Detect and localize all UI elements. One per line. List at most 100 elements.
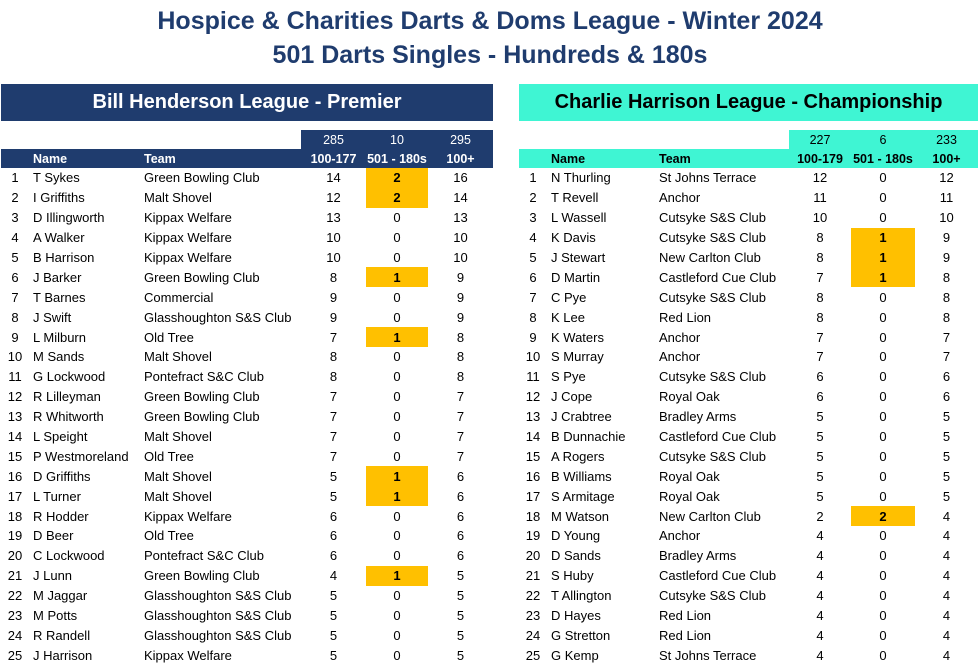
hundred-plus-cell: 10 xyxy=(453,250,468,265)
player-name-cell: A Walker xyxy=(33,230,85,246)
spacer-cell xyxy=(519,130,547,149)
table-row: 3 D Illingworth Kippax Welfare 13 0 13 xyxy=(1,208,493,228)
one-eighties-cell: 0 xyxy=(879,468,887,484)
team-cell: Kippax Welfare xyxy=(144,647,232,663)
hundreds-cell: 6 xyxy=(816,389,824,405)
team-cell: Green Bowling Club xyxy=(144,568,260,584)
position-cell: 17 xyxy=(7,488,23,504)
position-cell: 22 xyxy=(7,588,23,604)
table-row: 17 L Turner Malt Shovel 5 1 6 xyxy=(1,486,493,507)
table-row: 18 R Hodder Kippax Welfare 6 0 6 xyxy=(1,506,493,526)
one-eighties-cell: 0 xyxy=(393,369,401,385)
one-eighties-cell: 2 xyxy=(366,187,428,208)
table-row: 18 M Watson New Carlton Club 2 2 4 xyxy=(519,506,978,527)
hundreds-cell: 5 xyxy=(329,468,338,484)
table-row: 16 B Williams Royal Oak 5 0 5 xyxy=(519,466,978,486)
hundreds-cell: 8 xyxy=(329,349,338,365)
one-eighties-cell: 1 xyxy=(366,466,428,487)
team-cell: Cutsyke S&S Club xyxy=(659,289,766,305)
hundreds-cell: 5 xyxy=(329,488,338,504)
player-name-cell: B Williams xyxy=(551,468,612,484)
hundreds-cell: 6 xyxy=(329,548,338,564)
table-row: 13 R Whitworth Green Bowling Club 7 0 7 xyxy=(1,407,493,427)
hundred-plus-cell: 4 xyxy=(942,627,951,643)
player-name-cell: B Harrison xyxy=(33,250,95,265)
player-name-cell: L Turner xyxy=(33,488,81,504)
hundred-plus-cell: 10 xyxy=(453,230,468,246)
spacer-cell xyxy=(547,130,655,149)
team-cell: Castleford Cue Club xyxy=(659,429,777,445)
hundred-plus-cell: 5 xyxy=(942,468,951,484)
table-row: 1 T Sykes Green Bowling Club 14 2 16 xyxy=(1,168,493,188)
one-eighties-cell: 0 xyxy=(879,329,887,345)
hundreds-cell: 8 xyxy=(816,309,824,325)
pos-header xyxy=(1,149,29,168)
one-eighties-cell: 0 xyxy=(879,608,887,624)
one-eighties-cell: 0 xyxy=(393,528,401,544)
one-eighties-cell: 1 xyxy=(851,267,915,288)
position-cell: 6 xyxy=(11,269,19,285)
position-cell: 20 xyxy=(7,548,23,564)
player-name-cell: R Lilleyman xyxy=(33,389,101,405)
position-cell: 18 xyxy=(7,508,23,524)
position-cell: 9 xyxy=(11,329,19,345)
position-cell: 13 xyxy=(525,409,541,425)
position-cell: 20 xyxy=(525,548,541,564)
one-eighties-cell: 0 xyxy=(879,389,887,405)
total-100s: 285 xyxy=(301,130,366,149)
position-cell: 2 xyxy=(11,190,19,206)
position-cell: 25 xyxy=(525,647,541,663)
position-cell: 8 xyxy=(529,309,537,325)
team-cell: Glasshoughton S&S Club xyxy=(144,588,292,604)
position-cell: 7 xyxy=(11,289,19,305)
table-row: 25 G Kemp St Johns Terrace 4 0 4 xyxy=(519,645,978,665)
team-cell: Cutsyke S&S Club xyxy=(659,230,766,246)
team-cell: Kippax Welfare xyxy=(144,508,232,524)
hundreds-cell: 5 xyxy=(329,647,338,663)
player-name-cell: M Watson xyxy=(551,508,610,524)
hundred-plus-cell: 8 xyxy=(456,369,465,385)
premier-table: Name Team 100-177 501 - 180s 100+ 1 T Syk… xyxy=(1,149,493,665)
hundred-plus-cell: 7 xyxy=(456,429,465,445)
team-cell: Royal Oak xyxy=(659,488,720,504)
team-cell: New Carlton Club xyxy=(659,250,761,265)
one-eighties-cell: 0 xyxy=(879,369,887,385)
player-name-cell: J Swift xyxy=(33,309,72,325)
position-cell: 25 xyxy=(7,647,23,663)
hundred-plus-cell: 6 xyxy=(456,528,465,544)
one-eighties-cell: 1 xyxy=(366,327,428,348)
table-row: 9 K Waters Anchor 7 0 7 xyxy=(519,327,978,347)
table-row: 23 M Potts Glasshoughton S&S Club 5 0 5 xyxy=(1,606,493,626)
hundreds-cell: 12 xyxy=(812,170,828,186)
hundreds-cell: 5 xyxy=(329,608,338,624)
position-cell: 5 xyxy=(11,250,19,265)
one-eighties-cell: 0 xyxy=(393,647,401,663)
hundred-plus-cell: 8 xyxy=(942,269,951,285)
hundred-plus-cell: 9 xyxy=(942,230,951,246)
table-row: 22 M Jaggar Glasshoughton S&S Club 5 0 5 xyxy=(1,586,493,606)
team-cell: Bradley Arms xyxy=(659,409,737,425)
table-row: 24 G Stretton Red Lion 4 0 4 xyxy=(519,625,978,645)
team-cell: St Johns Terrace xyxy=(659,647,757,663)
table-row: 4 K Davis Cutsyke S&S Club 8 1 9 xyxy=(519,227,978,248)
team-cell: Green Bowling Club xyxy=(144,269,260,285)
one-eighties-cell: 0 xyxy=(393,548,401,564)
player-name-cell: D Beer xyxy=(33,528,74,544)
hundreds-cell: 4 xyxy=(816,627,824,643)
spacer-cell xyxy=(140,130,301,149)
player-name-cell: L Speight xyxy=(33,429,88,445)
player-name-cell: S Pye xyxy=(551,369,586,385)
position-cell: 4 xyxy=(11,230,19,246)
table-row: 2 T Revell Anchor 11 0 11 xyxy=(519,188,978,208)
player-name-cell: J Harrison xyxy=(33,647,93,663)
hundreds-cell: 4 xyxy=(816,568,824,584)
hundreds-cell: 8 xyxy=(816,250,824,265)
position-cell: 18 xyxy=(525,508,541,524)
one-eighties-cell: 1 xyxy=(366,565,428,586)
one-eighties-cell: 1 xyxy=(366,486,428,507)
table-row: 4 A Walker Kippax Welfare 10 0 10 xyxy=(1,228,493,248)
position-cell: 7 xyxy=(529,289,537,305)
player-name-cell: L Wassell xyxy=(551,210,607,226)
hundred-plus-cell: 11 xyxy=(939,190,954,206)
